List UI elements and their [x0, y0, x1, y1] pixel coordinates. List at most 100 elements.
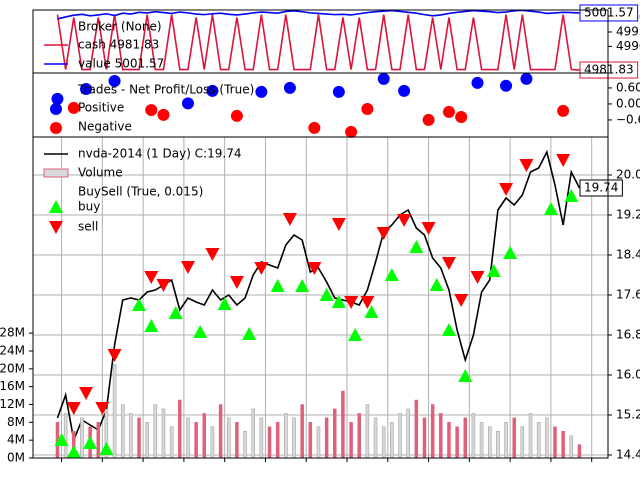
sell-marker: [397, 214, 412, 227]
buy-marker: [319, 288, 334, 301]
volume-bar: [487, 426, 492, 459]
volume-bar: [455, 426, 459, 459]
y-tick-label: 14.4: [616, 448, 640, 462]
y-tick-label: 16.8: [616, 328, 640, 342]
y2-tick-label: 16M: [0, 379, 25, 393]
buy-marker: [54, 433, 69, 446]
trade-dot: [361, 103, 374, 115]
trade-dot: [157, 108, 170, 121]
trade-dot: [332, 85, 345, 98]
sell-marker: [441, 257, 456, 270]
value-tag-box: [579, 4, 639, 22]
trade-dot: [442, 105, 455, 118]
trade-dot: [377, 72, 390, 85]
trade-dot: [455, 111, 468, 123]
sell-marker: [229, 276, 244, 289]
buy-marker: [144, 319, 159, 332]
volume-bar: [324, 417, 329, 459]
sell-marker: [95, 402, 110, 415]
volume-bar: [569, 435, 574, 459]
volume-bar: [243, 431, 247, 459]
volume-bar: [169, 426, 174, 459]
buy-marker: [564, 189, 579, 202]
trade-dot: [398, 84, 411, 97]
sell-marker: [307, 262, 322, 275]
volume-bar: [520, 426, 525, 459]
volume-bar: [202, 413, 207, 459]
volume-bar: [186, 417, 190, 459]
y-tick-label: 4990: [616, 39, 640, 53]
legend-label: value 5001.57: [78, 57, 164, 71]
trade-dot: [206, 84, 219, 97]
sell-marker: [156, 279, 171, 292]
sell-marker: [66, 402, 81, 415]
buy-marker: [384, 268, 399, 281]
volume-bar: [439, 413, 443, 459]
volume-bar: [373, 417, 378, 459]
volume-bar: [80, 417, 84, 459]
volume-bar: [137, 417, 141, 459]
trade-dot: [557, 104, 570, 117]
sell-marker: [79, 387, 94, 400]
sell-marker: [376, 227, 391, 240]
trade-dot: [80, 83, 93, 95]
volume-bar: [577, 444, 582, 459]
value-tag: 19.74: [584, 181, 618, 195]
legend-label: Volume: [78, 166, 123, 180]
sell-marker: [180, 261, 195, 274]
trade-dot: [181, 97, 194, 110]
buy-marker: [409, 240, 424, 253]
buy-marker: [242, 327, 257, 340]
buy-marker: [217, 297, 232, 310]
volume-bar: [96, 422, 100, 459]
volume-bar: [479, 422, 484, 459]
buy-marker: [503, 246, 518, 259]
volume-bar: [129, 413, 133, 459]
volume-bar: [292, 417, 296, 459]
volume-bar: [496, 431, 500, 459]
volume-bar: [153, 404, 158, 459]
legend-marker: [49, 221, 63, 234]
legend-label: nvda-2014 (1 Day) C:19.74: [78, 147, 241, 161]
y2-tick-label: 20M: [0, 361, 25, 375]
value-tag-box: [579, 179, 623, 197]
trade-dot: [145, 104, 158, 117]
volume-bar: [275, 422, 280, 459]
buy-marker: [132, 298, 147, 311]
legend-label: sell: [78, 220, 98, 234]
volume-bar: [471, 413, 476, 459]
volume-bar: [381, 426, 386, 459]
legend-label: Positive: [78, 101, 124, 115]
trade-dot: [520, 72, 533, 85]
sell-marker: [454, 294, 469, 307]
sell-marker: [470, 271, 485, 284]
volume-bar: [178, 399, 182, 459]
legend-label: cash 4981.83: [78, 38, 159, 52]
volume-bar: [398, 413, 402, 459]
trade-dot: [308, 121, 321, 134]
y-tick-label: −0.60: [616, 112, 640, 126]
volume-bar: [316, 426, 321, 459]
buy-marker: [331, 295, 346, 308]
volume-bar: [308, 422, 313, 459]
sell-marker: [331, 218, 346, 231]
volume-bar: [267, 426, 272, 459]
buy-marker: [486, 264, 501, 277]
sell-marker: [205, 248, 220, 261]
sell-marker: [556, 154, 571, 167]
y-tick-label: 20.0: [616, 168, 640, 182]
sell-marker: [144, 271, 159, 284]
y-tick-label: 18.4: [616, 248, 640, 262]
panel-frame: [32, 136, 609, 459]
buy-marker: [348, 328, 363, 341]
value-tag-box: [579, 61, 639, 79]
buy-marker: [364, 305, 379, 318]
volume-bar: [553, 426, 557, 459]
series-line: [56, 149, 581, 443]
volume-bar: [463, 417, 468, 459]
buy-marker: [66, 445, 81, 458]
legend-title: BuySell (True, 0.015): [78, 185, 203, 199]
y2-tick-label: 28M: [0, 326, 25, 340]
